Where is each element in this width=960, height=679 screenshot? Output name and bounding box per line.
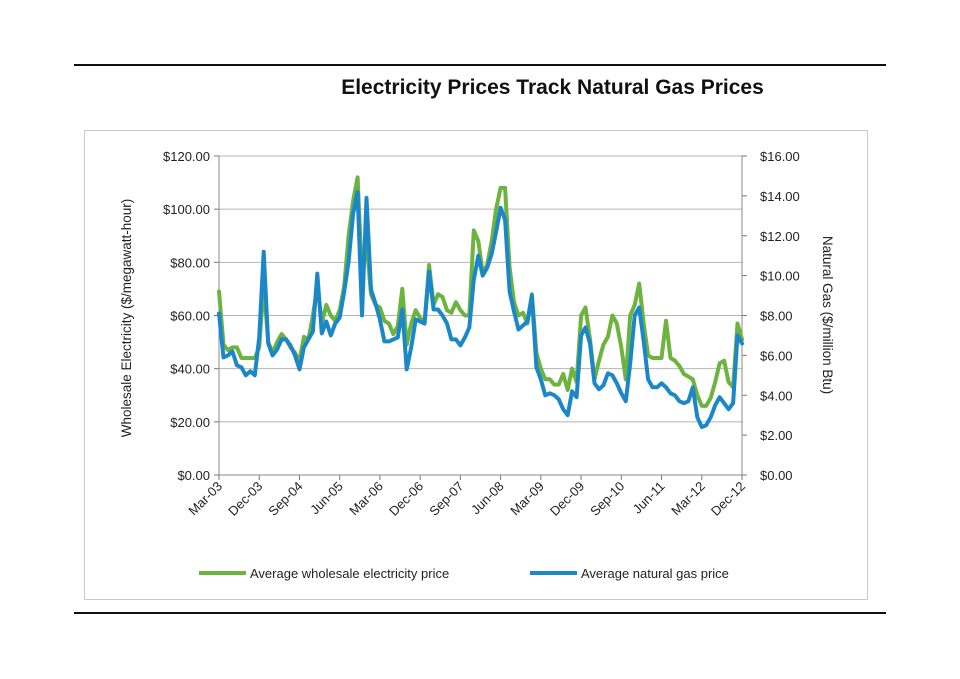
- right-tick-label: $8.00: [760, 309, 793, 324]
- left-axis-ticks: $0.00 $20.00 $40.00 $60.00 $80.00 $100.00 $120…: [163, 149, 219, 483]
- x-axis-ticks: Mar-03 Dec-03 Sep-04 Jun-05 Mar-06 Dec-06 Sep-…: [185, 475, 748, 519]
- x-tick-label: Jun-05: [307, 479, 346, 518]
- left-tick-label: $60.00: [170, 309, 210, 324]
- x-tick-label: Dec-09: [547, 479, 587, 519]
- left-tick-label: $120.00: [163, 149, 210, 164]
- series-lines: [217, 175, 744, 430]
- right-tick-label: $6.00: [760, 348, 793, 363]
- right-tick-label: $10.00: [760, 269, 800, 284]
- left-tick-label: $40.00: [170, 362, 210, 377]
- chart-title: Electricity Prices Track Natural Gas Pri…: [341, 76, 764, 99]
- x-tick-label: Dec-06: [386, 479, 426, 519]
- legend: Average wholesale electricity price Aver…: [199, 566, 729, 581]
- left-tick-label: $100.00: [163, 202, 210, 217]
- grid-lines: [219, 155, 742, 476]
- right-tick-label: $2.00: [760, 428, 793, 443]
- x-tick-label: Sep-04: [265, 479, 305, 519]
- x-tick-label: Jun-08: [468, 479, 507, 518]
- chart-frame: [84, 130, 868, 600]
- x-tick-label: Mar-12: [668, 479, 708, 519]
- right-tick-label: $4.00: [760, 388, 793, 403]
- x-tick-label: Mar-03: [185, 479, 225, 519]
- x-tick-label: Mar-09: [507, 479, 547, 519]
- y-axis-title-right: Natural Gas ($/million Btu): [820, 236, 835, 394]
- right-tick-label: $12.00: [760, 229, 800, 244]
- right-tick-label: $16.00: [760, 149, 800, 164]
- left-tick-label: $0.00: [177, 468, 210, 483]
- right-tick-label: $0.00: [760, 468, 793, 483]
- x-tick-label: Sep-10: [587, 479, 627, 519]
- x-tick-label: Sep-07: [426, 479, 466, 519]
- electricity-price-line: [217, 175, 744, 408]
- left-tick-label: $20.00: [170, 415, 210, 430]
- legend-label-gas: Average natural gas price: [581, 566, 729, 581]
- x-tick-label: Mar-06: [346, 479, 386, 519]
- right-tick-label: $14.00: [760, 189, 800, 204]
- x-tick-label: Dec-03: [225, 479, 265, 519]
- gas-price-line: [217, 189, 744, 430]
- legend-label-electricity: Average wholesale electricity price: [250, 566, 449, 581]
- top-rule: [74, 64, 886, 66]
- y-axis-title-left: Wholesale Electricity ($/megawatt-hour): [119, 199, 134, 438]
- left-tick-label: $80.00: [170, 255, 210, 270]
- x-tick-label: Dec-12: [708, 479, 748, 519]
- x-tick-label: Jun-11: [630, 479, 668, 517]
- right-axis-ticks: $0.00 $2.00 $4.00 $6.00 $8.00 $10.00 $12.00 $14…: [742, 149, 800, 483]
- bottom-rule: [74, 612, 886, 614]
